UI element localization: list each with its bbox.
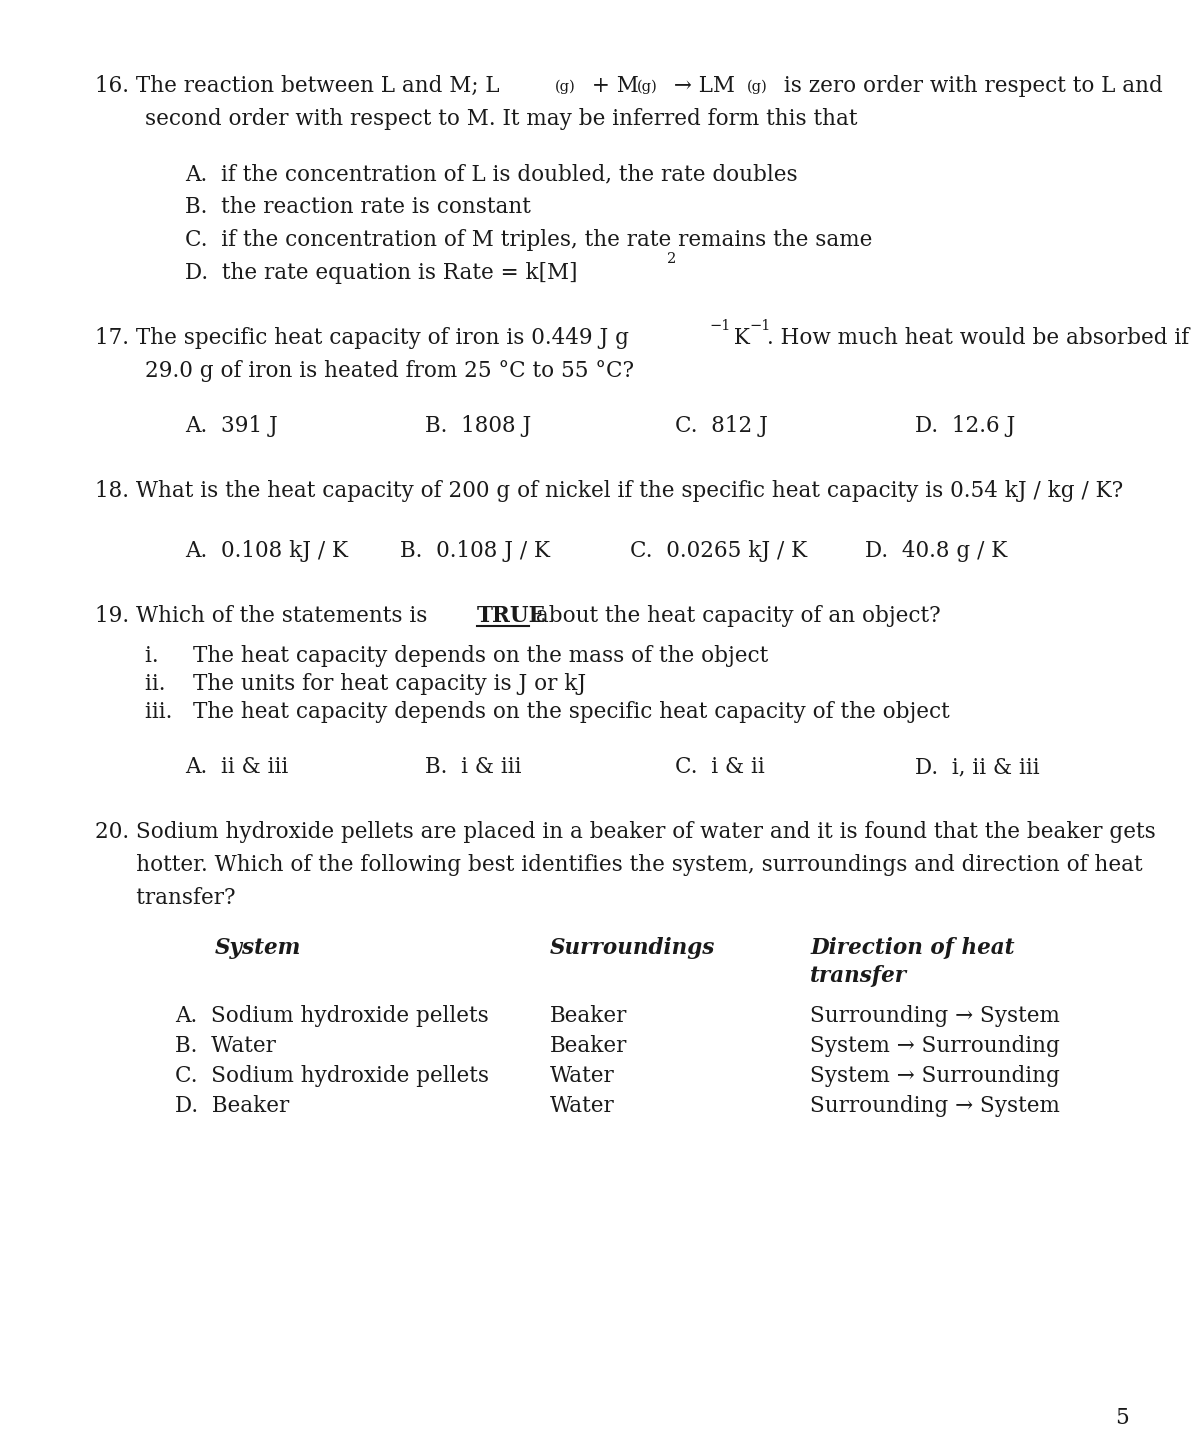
Text: (g): (g) <box>554 80 576 94</box>
Text: hotter. Which of the following best identifies the system, surroundings and dire: hotter. Which of the following best iden… <box>95 854 1142 876</box>
Text: −1: −1 <box>749 319 770 333</box>
Text: B.  0.108 J / K: B. 0.108 J / K <box>400 540 550 562</box>
Text: System → Surrounding: System → Surrounding <box>810 1064 1060 1088</box>
Text: transfer?: transfer? <box>95 887 235 909</box>
Text: System: System <box>215 937 301 958</box>
Text: Surroundings: Surroundings <box>550 937 715 958</box>
Text: A.  0.108 kJ / K: A. 0.108 kJ / K <box>185 540 348 562</box>
Text: 16. The reaction between L and M; L: 16. The reaction between L and M; L <box>95 76 499 97</box>
Text: K: K <box>727 327 750 348</box>
Text: A.  Sodium hydroxide pellets: A. Sodium hydroxide pellets <box>175 1005 488 1027</box>
Text: (g): (g) <box>637 80 658 94</box>
Text: Surrounding → System: Surrounding → System <box>810 1095 1060 1117</box>
Text: 5: 5 <box>1115 1407 1129 1429</box>
Text: is zero order with respect to L and: is zero order with respect to L and <box>778 76 1163 97</box>
Text: second order with respect to M. It may be inferred form this that: second order with respect to M. It may b… <box>145 107 858 131</box>
Text: D.  12.6 J: D. 12.6 J <box>916 415 1015 437</box>
Text: 29.0 g of iron is heated from 25 °C to 55 °C?: 29.0 g of iron is heated from 25 °C to 5… <box>145 360 634 382</box>
Text: 19. Which of the statements is: 19. Which of the statements is <box>95 605 434 627</box>
Text: 17. The specific heat capacity of iron is 0.449 J g: 17. The specific heat capacity of iron i… <box>95 327 629 348</box>
Text: → LM: → LM <box>667 76 734 97</box>
Text: System → Surrounding: System → Surrounding <box>810 1035 1060 1057</box>
Text: −1: −1 <box>709 319 731 333</box>
Text: Beaker: Beaker <box>550 1035 628 1057</box>
Text: C.  812 J: C. 812 J <box>674 415 768 437</box>
Text: D.  the rate equation is Rate = k[M]: D. the rate equation is Rate = k[M] <box>185 261 577 285</box>
Text: Water: Water <box>550 1064 614 1088</box>
Text: B.  the reaction rate is constant: B. the reaction rate is constant <box>185 196 530 218</box>
Text: + M: + M <box>586 76 638 97</box>
Text: C.  i & ii: C. i & ii <box>674 756 764 778</box>
Text: C.  0.0265 kJ / K: C. 0.0265 kJ / K <box>630 540 808 562</box>
Text: Surrounding → System: Surrounding → System <box>810 1005 1060 1027</box>
Text: C.  Sodium hydroxide pellets: C. Sodium hydroxide pellets <box>175 1064 490 1088</box>
Text: D.  i, ii & iii: D. i, ii & iii <box>916 756 1039 778</box>
Text: D.  40.8 g / K: D. 40.8 g / K <box>865 540 1007 562</box>
Text: ii.    The units for heat capacity is J or kJ: ii. The units for heat capacity is J or … <box>145 672 586 696</box>
Text: 20. Sodium hydroxide pellets are placed in a beaker of water and it is found tha: 20. Sodium hydroxide pellets are placed … <box>95 820 1156 844</box>
Text: . How much heat would be absorbed if: . How much heat would be absorbed if <box>767 327 1189 348</box>
Text: B.  1808 J: B. 1808 J <box>425 415 532 437</box>
Text: transfer: transfer <box>810 966 907 987</box>
Text: Water: Water <box>550 1095 614 1117</box>
Text: 2: 2 <box>667 253 677 266</box>
Text: about the heat capacity of an object?: about the heat capacity of an object? <box>529 605 941 627</box>
Text: C.  if the concentration of M triples, the rate remains the same: C. if the concentration of M triples, th… <box>185 229 872 251</box>
Text: (g): (g) <box>746 80 768 94</box>
Text: A.  if the concentration of L is doubled, the rate doubles: A. if the concentration of L is doubled,… <box>185 163 798 184</box>
Text: TRUE: TRUE <box>478 605 546 627</box>
Text: 18. What is the heat capacity of 200 g of nickel if the specific heat capacity i: 18. What is the heat capacity of 200 g o… <box>95 481 1123 502</box>
Text: A.  ii & iii: A. ii & iii <box>185 756 288 778</box>
Text: iii.   The heat capacity depends on the specific heat capacity of the object: iii. The heat capacity depends on the sp… <box>145 701 949 723</box>
Text: Direction of heat: Direction of heat <box>810 937 1014 958</box>
Text: B.  Water: B. Water <box>175 1035 276 1057</box>
Text: B.  i & iii: B. i & iii <box>425 756 522 778</box>
Text: D.  Beaker: D. Beaker <box>175 1095 289 1117</box>
Text: Beaker: Beaker <box>550 1005 628 1027</box>
Text: i.     The heat capacity depends on the mass of the object: i. The heat capacity depends on the mass… <box>145 645 768 666</box>
Text: A.  391 J: A. 391 J <box>185 415 277 437</box>
